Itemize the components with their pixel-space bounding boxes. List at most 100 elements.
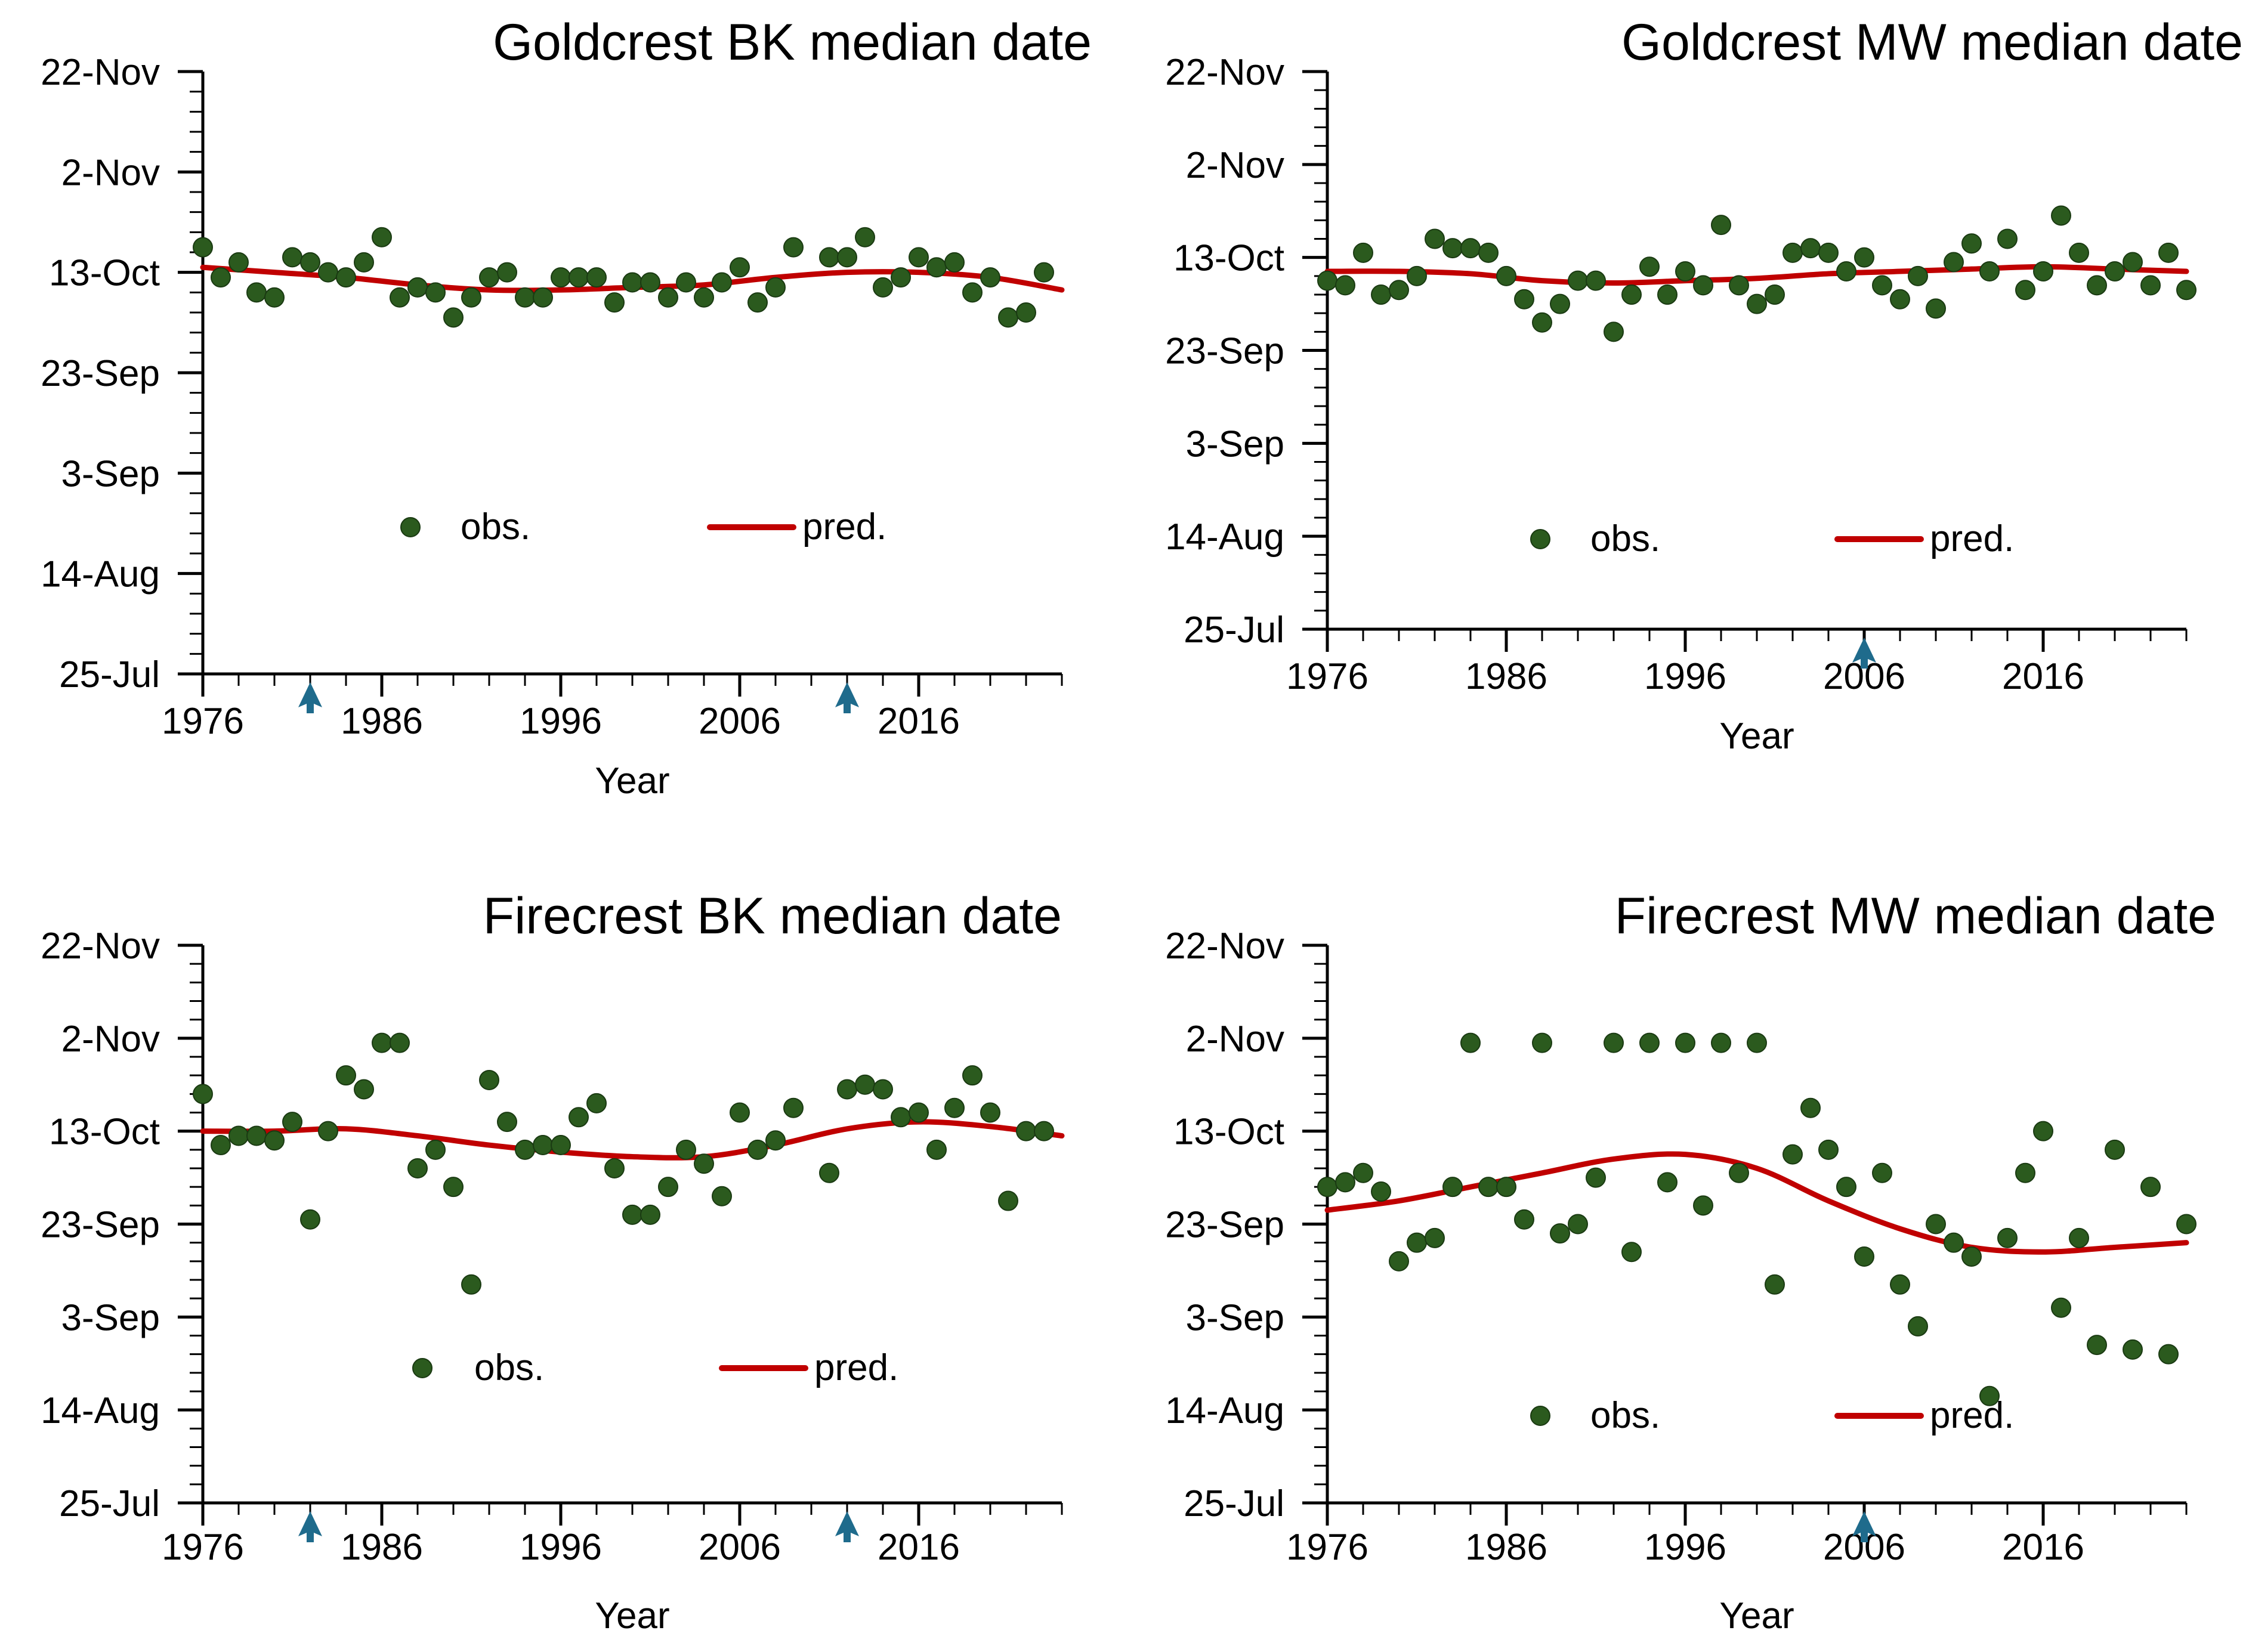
obs-point <box>694 287 714 308</box>
obs-point <box>443 1177 464 1198</box>
y-tick-label: 13-Oct <box>1173 238 1284 279</box>
obs-point <box>1657 284 1678 305</box>
obs-point <box>676 1139 696 1160</box>
obs-point <box>1800 1097 1821 1118</box>
obs-point <box>1639 1032 1660 1053</box>
obs-point <box>1711 215 1731 236</box>
obs-point <box>479 267 499 288</box>
obs-point <box>1371 284 1391 305</box>
obs-point <box>1425 228 1445 249</box>
obs-point <box>1034 262 1054 283</box>
obs-point <box>1550 1223 1570 1244</box>
obs-point <box>586 267 607 288</box>
legend-obs-label: obs. <box>474 1347 544 1388</box>
obs-point <box>962 1065 983 1086</box>
obs-point <box>891 1107 911 1128</box>
y-tick-label: 14-Aug <box>1165 516 1284 558</box>
y-tick-label: 14-Aug <box>41 554 160 595</box>
y-tick-label: 2-Nov <box>61 152 160 193</box>
obs-point <box>819 247 839 268</box>
obs-point <box>2158 1344 2179 1365</box>
legend-obs-label: obs. <box>1590 1395 1660 1436</box>
obs-point <box>2033 1121 2053 1141</box>
obs-point <box>819 1162 839 1183</box>
obs-point <box>318 1121 338 1141</box>
obs-point <box>1961 233 1982 254</box>
obs-point <box>569 1107 589 1128</box>
obs-point <box>980 267 1000 288</box>
obs-point <box>1765 1274 1785 1295</box>
y-tick-label: 25-Jul <box>59 654 160 695</box>
x-tick-label: 1986 <box>341 1527 423 1568</box>
obs-point <box>1836 1177 1856 1198</box>
obs-point <box>730 257 750 278</box>
obs-point <box>2176 280 2197 301</box>
obs-point <box>1389 280 1409 301</box>
obs-point <box>2015 280 2035 301</box>
obs-point <box>2176 1214 2197 1235</box>
x-tick-label: 1996 <box>1644 1527 1726 1568</box>
y-tick-label: 3-Sep <box>1186 1297 1284 1338</box>
obs-point <box>1586 1167 1606 1188</box>
obs-point <box>1442 1177 1463 1198</box>
obs-point <box>354 252 374 273</box>
obs-point <box>2051 1297 2071 1318</box>
obs-point <box>461 287 481 308</box>
y-tick-label: 2-Nov <box>1186 145 1284 186</box>
obs-point <box>425 282 446 303</box>
x-tick-label: 1986 <box>1465 1527 1547 1568</box>
obs-point <box>264 1130 285 1151</box>
obs-point <box>2051 205 2071 226</box>
obs-point <box>1711 1032 1731 1053</box>
obs-point <box>1532 1032 1552 1053</box>
x-tick-label: 2016 <box>878 1527 960 1568</box>
y-tick-label: 2-Nov <box>1186 1019 1284 1060</box>
obs-point <box>1926 298 1946 319</box>
obs-point <box>1693 1195 1713 1216</box>
obs-point <box>1407 1232 1427 1253</box>
legend-obs-swatch <box>400 517 421 537</box>
obs-point <box>1496 265 1516 286</box>
panel-firecrest-mw: Firecrest MW median date 22-Nov 2-Nov 13-Oc… <box>1165 887 2216 1636</box>
obs-point <box>891 267 911 288</box>
obs-point <box>1389 1251 1409 1272</box>
obs-point <box>515 1139 535 1160</box>
obs-point <box>1514 289 1534 310</box>
obs-point <box>2087 1335 2107 1356</box>
y-tick-label: 22-Nov <box>1165 52 1284 93</box>
y-tick-label: 25-Jul <box>1184 1483 1284 1524</box>
obs-point <box>1782 242 1803 263</box>
obs-point <box>2105 1139 2125 1160</box>
obs-point <box>944 252 965 273</box>
legend-obs-swatch <box>412 1358 432 1378</box>
obs-point <box>1979 1385 2000 1406</box>
y-tick-label: 14-Aug <box>41 1390 160 1431</box>
year-marker-arrow-icon <box>835 682 859 713</box>
obs-point <box>1317 1177 1337 1198</box>
pred-series-line <box>1324 264 2189 286</box>
x-tick-label: 1996 <box>520 1527 602 1568</box>
obs-point <box>622 272 642 293</box>
obs-point <box>2087 275 2107 296</box>
legend-pred-label: pred. <box>814 1347 898 1388</box>
obs-point <box>2158 242 2179 263</box>
y-tick-label: 25-Jul <box>59 1483 160 1524</box>
obs-point <box>944 1097 965 1118</box>
obs-point <box>533 287 553 308</box>
y-tick-label: 13-Oct <box>49 253 160 294</box>
obs-point <box>1693 275 1713 296</box>
obs-point <box>1675 261 1695 282</box>
x-tick-label: 2016 <box>2002 656 2084 697</box>
obs-point <box>1353 242 1373 263</box>
obs-point <box>1979 261 2000 282</box>
legend-obs-label: obs. <box>461 506 530 547</box>
obs-point <box>2033 261 2053 282</box>
x-tick-label: 1976 <box>1286 656 1368 697</box>
y-tick-label: 23-Sep <box>1165 1205 1284 1246</box>
obs-point <box>461 1274 481 1295</box>
obs-point <box>765 277 786 298</box>
x-tick-label: 2006 <box>699 701 781 742</box>
obs-point <box>2140 1177 2161 1198</box>
y-tick-label: 3-Sep <box>1186 423 1284 465</box>
obs-point <box>211 267 231 288</box>
